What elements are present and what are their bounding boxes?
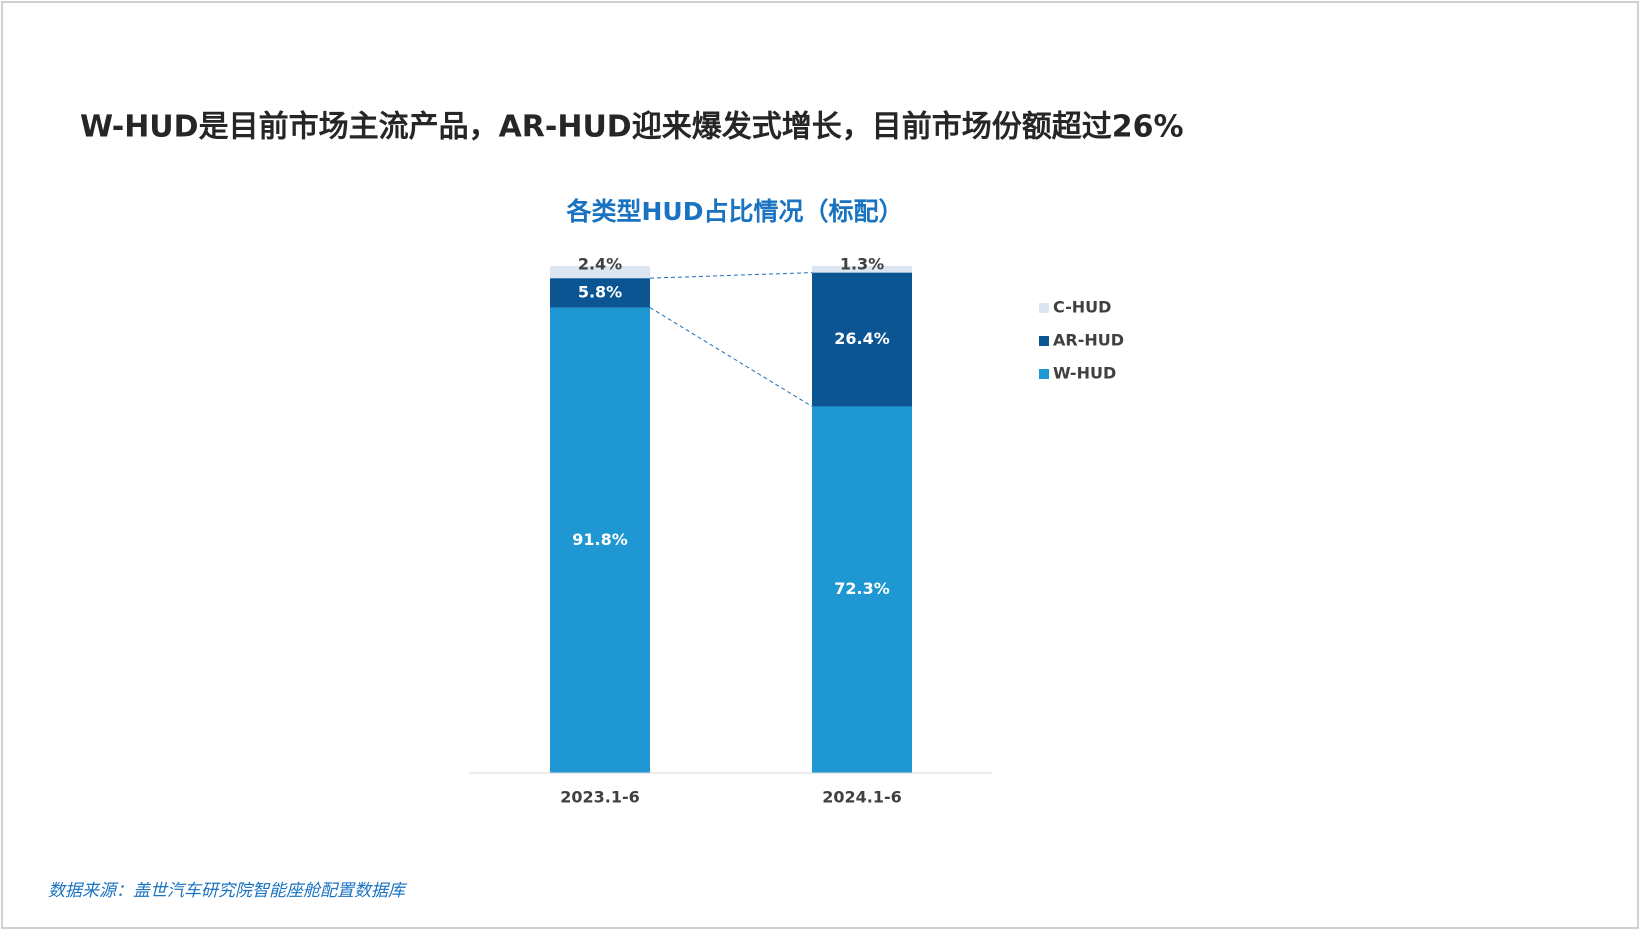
bar-segment xyxy=(812,406,912,773)
legend-swatch xyxy=(1039,336,1049,346)
x-tick-label: 2023.1-6 xyxy=(560,788,640,807)
bar-segment xyxy=(812,266,912,273)
value-label: 2.4% xyxy=(578,255,622,274)
legend-swatch xyxy=(1039,369,1049,379)
value-label: 72.3% xyxy=(834,579,890,598)
value-label: 26.4% xyxy=(834,329,890,348)
connector-line xyxy=(649,307,813,407)
headline: W-HUD是目前市场主流产品，AR-HUD迎来爆发式增长，目前市场份额超过26% xyxy=(80,110,1184,145)
value-label: 91.8% xyxy=(572,530,628,549)
legend-label: W-HUD xyxy=(1053,364,1116,383)
bar-segment xyxy=(812,272,912,407)
bar-segment xyxy=(550,266,650,279)
chart-title: 各类型HUD占比情况（标配） xyxy=(566,197,904,226)
value-label: 5.8% xyxy=(578,282,622,301)
bar-segment xyxy=(550,307,650,773)
bar-segment xyxy=(550,278,650,308)
connector-line xyxy=(649,272,813,279)
x-tick-label: 2024.1-6 xyxy=(822,788,902,807)
source-note: 数据来源：盖世汽车研究院智能座舱配置数据库 xyxy=(48,881,408,901)
legend-label: C-HUD xyxy=(1053,298,1111,317)
legend-swatch xyxy=(1039,303,1049,313)
value-label: 1.3% xyxy=(840,255,884,274)
legend-label: AR-HUD xyxy=(1053,331,1124,350)
